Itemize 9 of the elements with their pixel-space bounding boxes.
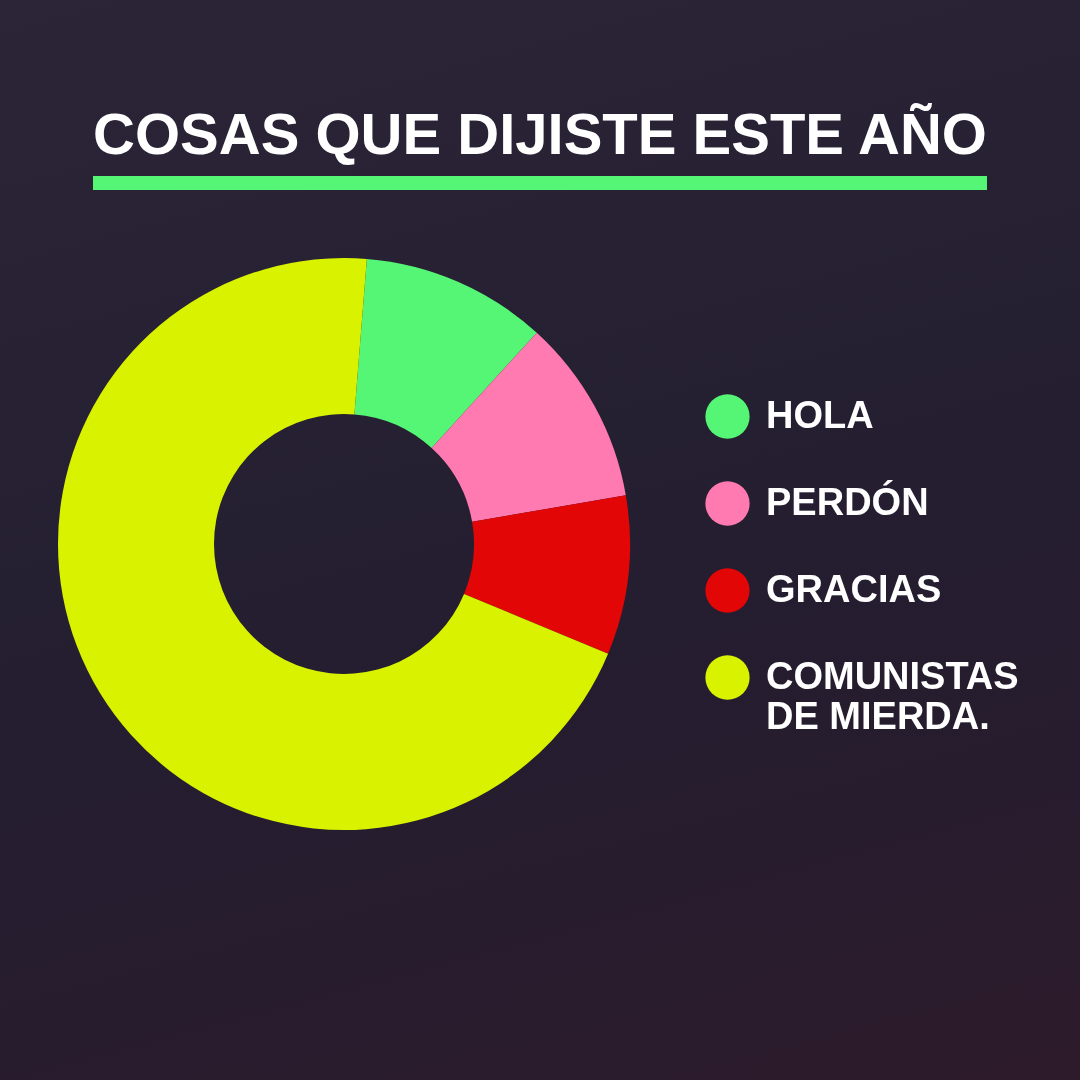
- donut-slice: [58, 258, 609, 830]
- legend-label: GRACIAS: [766, 567, 942, 610]
- legend-label: COMUNISTAS DE MIERDA.: [766, 654, 1019, 737]
- donut-slice: [431, 332, 626, 522]
- chart-title: COSAS QUE DIJISTE ESTE AÑO: [93, 101, 987, 166]
- legend-label: HOLA: [766, 393, 874, 436]
- donut-slice: [354, 258, 537, 448]
- donut-slice: [464, 495, 630, 654]
- legend-label: PERDÓN: [766, 479, 929, 523]
